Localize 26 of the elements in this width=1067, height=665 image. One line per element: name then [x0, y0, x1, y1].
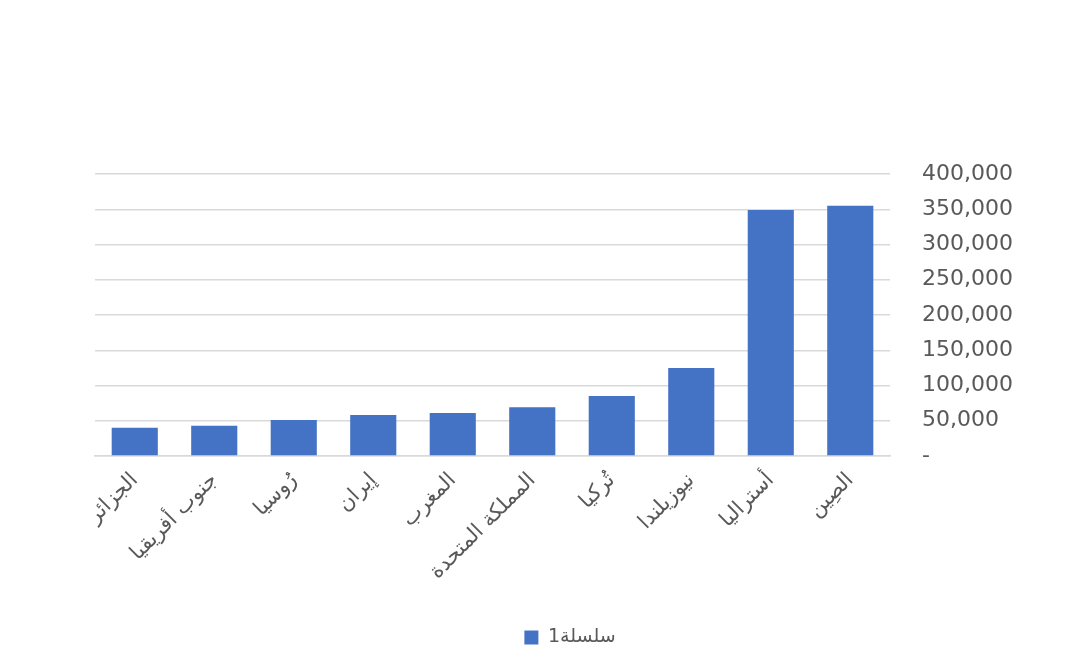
y-tick-label: 50,000: [922, 406, 1000, 432]
x-tick-label: إيران: [332, 467, 382, 517]
bar: [350, 415, 397, 456]
x-tick-label: رُوسيا: [248, 466, 302, 521]
bar: [747, 209, 794, 456]
y-tick-label: 200,000: [922, 300, 1014, 326]
bar: [668, 367, 715, 456]
x-tick-label: تُركيا: [573, 466, 620, 513]
bar: [111, 427, 158, 456]
x-tick-label: الصِين: [803, 467, 858, 522]
bar: [191, 425, 238, 456]
y-tick-label: 100,000: [922, 371, 1014, 397]
x-tick-label: نيوزيلندا: [632, 467, 699, 534]
bar: [429, 413, 476, 456]
x-tick-label: أستراليا: [712, 465, 779, 532]
y-tick-label: 400,000: [922, 159, 1014, 185]
bar: [827, 205, 874, 456]
bar: [509, 407, 556, 456]
bar: [588, 396, 635, 456]
y-tick-label: 250,000: [922, 265, 1014, 291]
bar: [270, 420, 317, 456]
legend-label: سلسلة1: [547, 624, 616, 647]
y-tick-label: 150,000: [922, 335, 1014, 361]
y-tick-label: -: [922, 441, 930, 467]
y-tick-label: 350,000: [922, 194, 1014, 220]
y-tick-label: 300,000: [922, 230, 1014, 256]
